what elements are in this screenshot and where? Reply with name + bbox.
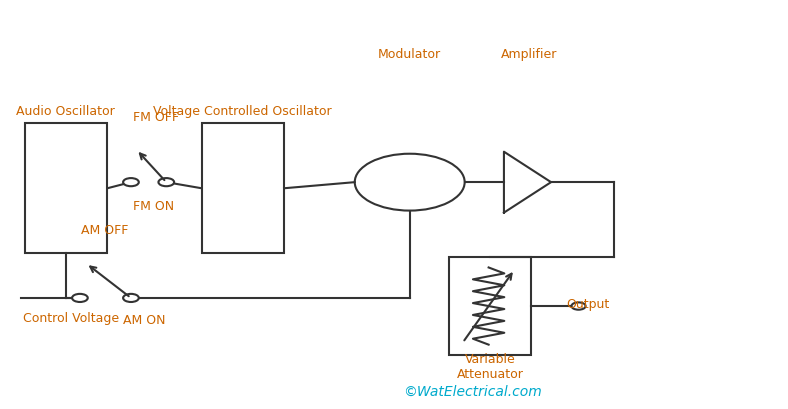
Text: Audio Oscillator: Audio Oscillator bbox=[17, 105, 115, 117]
Circle shape bbox=[123, 294, 139, 302]
Text: AM OFF: AM OFF bbox=[81, 225, 129, 237]
Bar bbox=[449, 257, 531, 355]
Text: AM ON: AM ON bbox=[123, 314, 165, 327]
Circle shape bbox=[571, 302, 585, 310]
Text: ©WatElectrical.com: ©WatElectrical.com bbox=[403, 384, 542, 398]
Text: FM OFF: FM OFF bbox=[133, 111, 180, 124]
Text: Variable
Attenuator: Variable Attenuator bbox=[457, 353, 524, 381]
Text: Voltage Controlled Oscillator: Voltage Controlled Oscillator bbox=[153, 105, 332, 117]
Bar bbox=[25, 123, 107, 253]
Bar bbox=[202, 123, 284, 253]
Text: Output: Output bbox=[567, 297, 610, 310]
Circle shape bbox=[158, 178, 174, 186]
Circle shape bbox=[72, 294, 87, 302]
Text: FM ON: FM ON bbox=[133, 200, 174, 213]
Text: Control Voltage: Control Voltage bbox=[24, 312, 120, 325]
Text: Modulator: Modulator bbox=[378, 48, 441, 61]
Text: Amplifier: Amplifier bbox=[501, 48, 557, 61]
Circle shape bbox=[123, 178, 139, 186]
